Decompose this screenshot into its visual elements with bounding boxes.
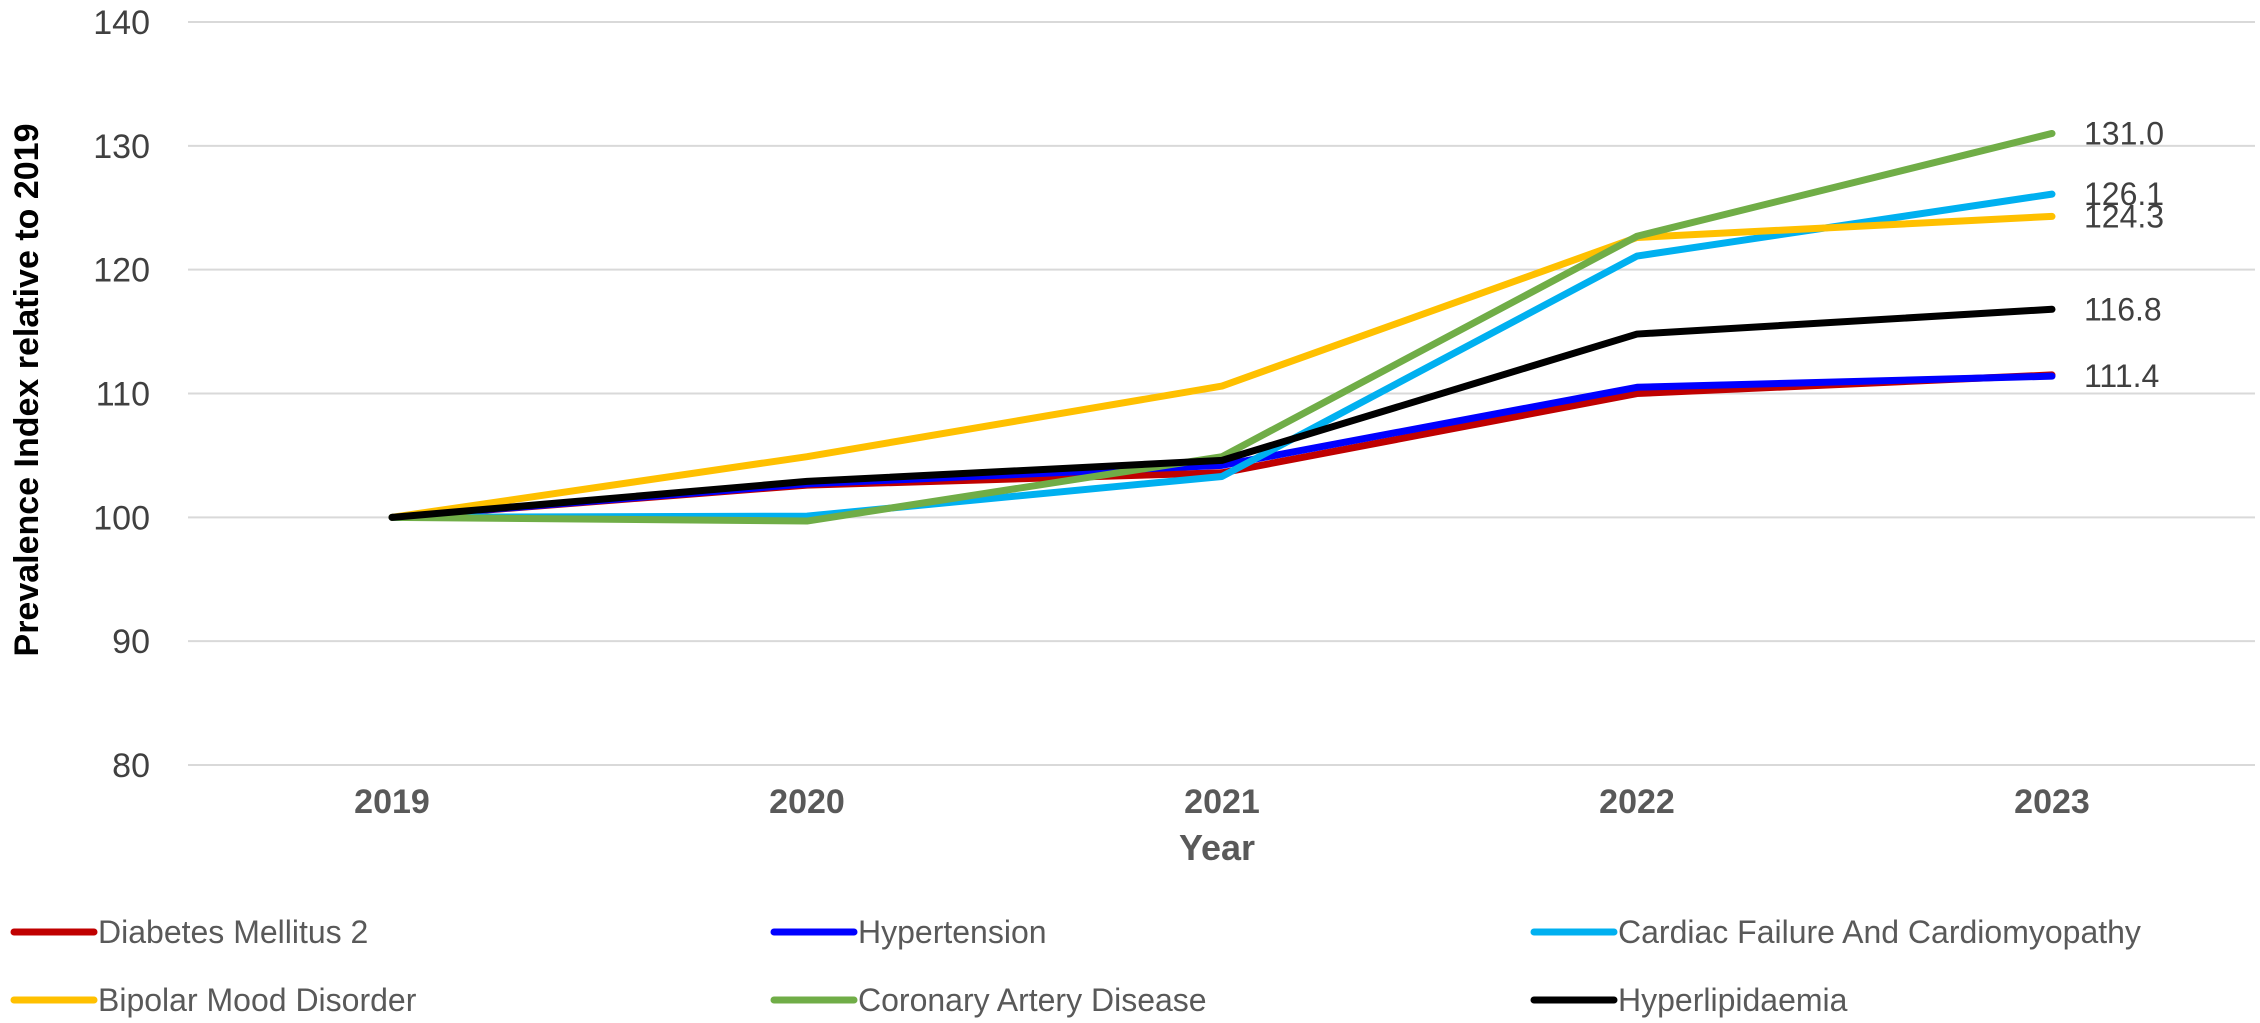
legend-item: Hypertension: [770, 914, 1047, 950]
y-tick-label: 100: [93, 499, 150, 537]
data-label: 124.3: [2084, 198, 2164, 234]
x-axis-ticks: 2019 2020 2021 2022 2023: [354, 783, 2090, 821]
series-line-coronary-artery-disease: [388, 129, 2056, 525]
series-line-bipolar-mood-disorder: [388, 212, 2056, 521]
gridlines: [188, 21, 2255, 766]
x-tick-label: 2023: [2014, 783, 2090, 821]
legend-label: Diabetes Mellitus 2: [98, 914, 368, 950]
data-label: 111.4: [2084, 358, 2159, 394]
x-tick-label: 2020: [769, 783, 845, 821]
y-tick-label: 130: [93, 128, 150, 166]
y-axis-ticks: 80 90 100 110 120 130 140: [93, 4, 150, 785]
legend: Diabetes Mellitus 2 Hypertension Cardiac F…: [10, 914, 2141, 1018]
legend-label: Hyperlipidaemia: [1618, 982, 1848, 1018]
data-label: 131.0: [2084, 115, 2164, 151]
legend-label: Coronary Artery Disease: [858, 982, 1207, 1018]
x-tick-label: 2021: [1184, 783, 1260, 821]
y-tick-label: 110: [96, 376, 150, 414]
data-label: 116.8: [2084, 291, 2162, 327]
y-tick-label: 80: [112, 747, 150, 785]
series-line-cardiac-failure-and-cardiomyopathy: [388, 190, 2056, 521]
y-axis-label: Prevalence Index relative to 2019: [8, 124, 46, 657]
legend-label: Bipolar Mood Disorder: [98, 982, 417, 1018]
x-tick-label: 2019: [354, 783, 430, 821]
y-tick-label: 140: [93, 4, 150, 42]
x-axis-label: Year: [1179, 827, 1255, 868]
y-tick-label: 90: [112, 623, 150, 661]
series-line-hyperlipidaemia: [388, 305, 2056, 521]
y-tick-label: 120: [93, 252, 150, 290]
legend-item: Diabetes Mellitus 2: [10, 914, 368, 950]
legend-item: Bipolar Mood Disorder: [10, 982, 417, 1018]
x-tick-label: 2022: [1599, 783, 1675, 821]
legend-item: Hyperlipidaemia: [1530, 982, 1848, 1018]
legend-label: Hypertension: [858, 914, 1047, 950]
legend-item: Coronary Artery Disease: [770, 982, 1207, 1018]
legend-label: Cardiac Failure And Cardiomyopathy: [1618, 914, 2141, 950]
legend-item: Cardiac Failure And Cardiomyopathy: [1530, 914, 2141, 950]
series-lines: [388, 129, 2056, 525]
data-label: 126.1: [2084, 176, 2164, 212]
